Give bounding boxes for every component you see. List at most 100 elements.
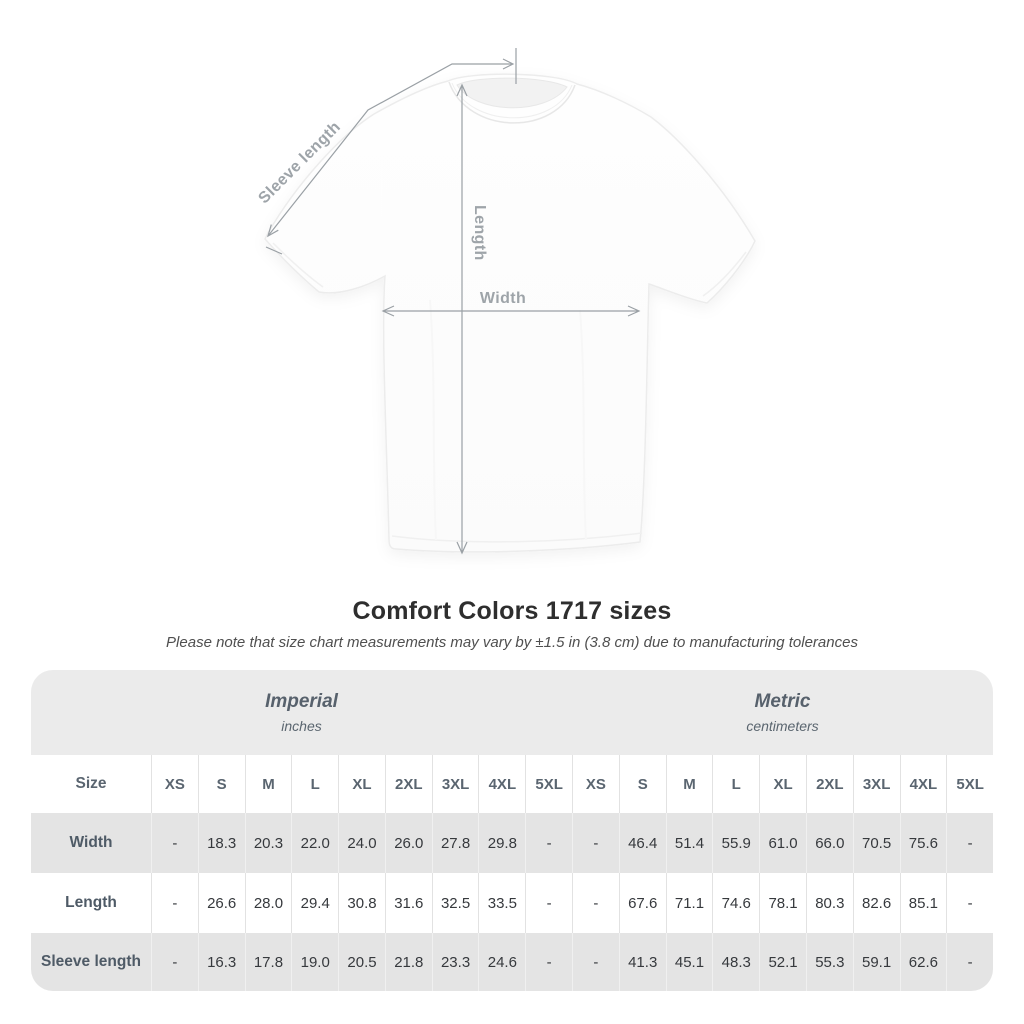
value-cell: 85.1: [899, 873, 947, 933]
column-header-cell: S: [197, 755, 245, 813]
value-cell: 29.4: [291, 873, 338, 933]
tshirt-measurement-diagram: Sleeve length Length Width: [255, 48, 756, 555]
table-row: Width -18.3 20.3 22.0 24.0 26.0 27.8 29.8- -46.4…: [31, 813, 993, 873]
value-cell: -: [572, 933, 619, 991]
column-header-cell: 2XL: [384, 755, 432, 813]
value-cell: 20.5: [338, 933, 385, 991]
column-header-cell: M: [665, 755, 713, 813]
column-header-cell: 3XL: [852, 755, 900, 813]
value-cell: 17.8: [244, 933, 292, 991]
width-label: Width: [480, 290, 526, 307]
column-header-cell: XL: [759, 755, 806, 813]
column-header-cell: 5XL: [525, 755, 572, 813]
value-cell: -: [525, 933, 572, 991]
unit-group-label: Metric: [754, 691, 811, 712]
value-cell: 78.1: [759, 873, 806, 933]
value-cell: -: [572, 873, 619, 933]
value-cell: 26.6: [197, 873, 245, 933]
column-header-cell: S: [618, 755, 666, 813]
table-row: Length -26.6 28.0 29.4 30.8 31.6 32.5 33.5- -67.…: [31, 873, 993, 933]
value-cell: 24.0: [338, 813, 385, 873]
value-cell: 70.5: [852, 813, 900, 873]
value-cell: 20.3: [244, 813, 292, 873]
value-cell: 48.3: [712, 933, 759, 991]
value-cell: 74.6: [712, 873, 759, 933]
row-label-cell: Length: [65, 894, 117, 911]
column-header-cell: 4XL: [899, 755, 947, 813]
sleeve-length-arrow: [265, 48, 517, 255]
width-arrow: [381, 305, 641, 317]
size-corner-header: Size: [75, 775, 107, 792]
column-header-cell: 5XL: [946, 755, 993, 813]
value-cell: -: [572, 813, 619, 873]
value-cell: 55.3: [805, 933, 853, 991]
length-arrow: [456, 83, 468, 555]
size-grid: Size XS S M L XL 2XL 3XL 4XL 5XL XS S M L XL 2XL 3XL 4XL 5…: [31, 755, 993, 991]
column-header-cell: 3XL: [431, 755, 479, 813]
value-cell: 61.0: [759, 813, 806, 873]
value-cell: 18.3: [197, 813, 245, 873]
row-label-cell: Sleeve length: [41, 953, 141, 970]
value-cell: 19.0: [291, 933, 338, 991]
unit-group-label: Imperial: [265, 691, 338, 712]
unit-group-metric: Metric centimeters: [572, 670, 993, 755]
value-cell: 30.8: [338, 873, 385, 933]
value-cell: 21.8: [384, 933, 432, 991]
value-cell: -: [946, 813, 993, 873]
units-header-row: Imperial inches Metric centimeters: [31, 670, 993, 755]
column-header-cell: L: [291, 755, 338, 813]
value-cell: -: [525, 813, 572, 873]
unit-group-sublabel: inches: [281, 718, 322, 734]
column-header-cell: XS: [572, 755, 619, 813]
length-label: Length: [471, 205, 488, 261]
unit-group-sublabel: centimeters: [746, 718, 819, 734]
value-cell: 29.8: [478, 813, 525, 873]
value-cell: 59.1: [852, 933, 900, 991]
column-header-cell: L: [712, 755, 759, 813]
value-cell: 62.6: [899, 933, 947, 991]
value-cell: 46.4: [618, 813, 666, 873]
value-cell: -: [151, 813, 198, 873]
value-cell: 16.3: [197, 933, 245, 991]
value-cell: 55.9: [712, 813, 759, 873]
value-cell: 28.0: [244, 873, 292, 933]
value-cell: 45.1: [665, 933, 713, 991]
value-cell: -: [946, 933, 993, 991]
page-title: Comfort Colors 1717 sizes: [352, 597, 672, 625]
value-cell: 75.6: [899, 813, 947, 873]
value-cell: -: [525, 873, 572, 933]
value-cell: -: [946, 873, 993, 933]
value-cell: -: [151, 933, 198, 991]
value-cell: 33.5: [478, 873, 525, 933]
value-cell: -: [151, 873, 198, 933]
column-header-cell: M: [244, 755, 292, 813]
value-cell: 82.6: [852, 873, 900, 933]
column-header-cell: 2XL: [805, 755, 853, 813]
table-row: Sleeve length -16.3 17.8 19.0 20.5 21.8 23.3 24…: [31, 933, 993, 991]
value-cell: 71.1: [665, 873, 713, 933]
value-cell: 80.3: [805, 873, 853, 933]
value-cell: 66.0: [805, 813, 853, 873]
heading: Comfort Colors 1717 sizes Please note th…: [0, 597, 1024, 651]
value-cell: 26.0: [384, 813, 432, 873]
unit-group-imperial: Imperial inches: [31, 670, 572, 755]
table-header-row: Size XS S M L XL 2XL 3XL 4XL 5XL XS S M L XL 2XL 3XL 4XL 5…: [31, 755, 993, 813]
value-cell: 31.6: [384, 873, 432, 933]
value-cell: 52.1: [759, 933, 806, 991]
value-cell: 41.3: [618, 933, 666, 991]
value-cell: 51.4: [665, 813, 713, 873]
value-cell: 23.3: [431, 933, 479, 991]
value-cell: 24.6: [478, 933, 525, 991]
column-header-cell: XS: [151, 755, 198, 813]
tshirt-image: [264, 73, 756, 553]
value-cell: 22.0: [291, 813, 338, 873]
column-header-cell: 4XL: [478, 755, 525, 813]
column-header-cell: XL: [338, 755, 385, 813]
tolerance-note: Please note that size chart measurements…: [166, 634, 858, 651]
value-cell: 32.5: [431, 873, 479, 933]
size-chart-table: Imperial inches Metric centimeters Size X…: [31, 670, 993, 991]
value-cell: 67.6: [618, 873, 666, 933]
row-label-cell: Width: [69, 834, 113, 851]
value-cell: 27.8: [431, 813, 479, 873]
